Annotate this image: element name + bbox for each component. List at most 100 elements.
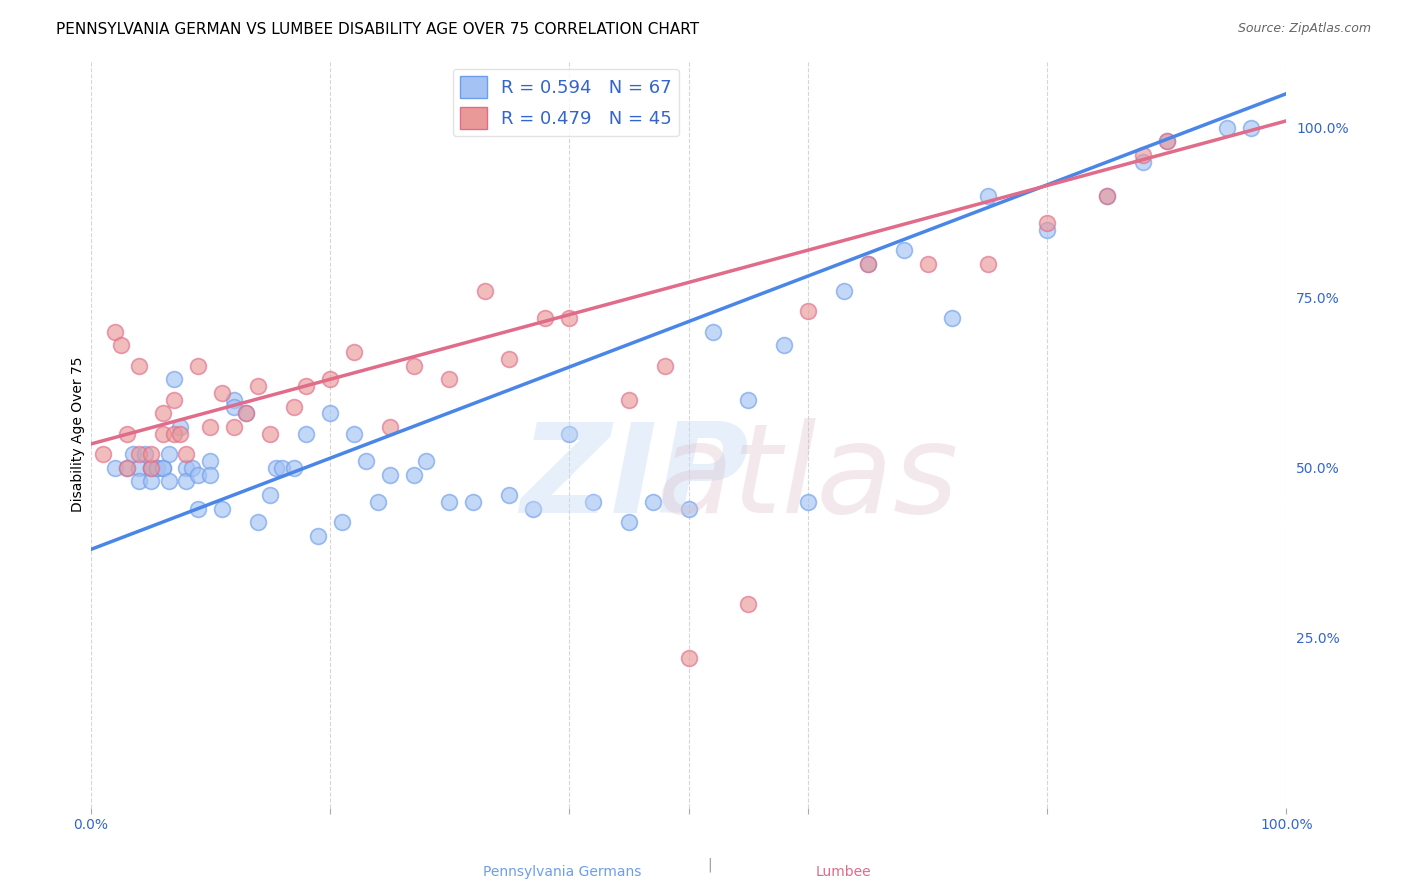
Point	[1156, 134, 1178, 148]
Point	[319, 372, 342, 386]
Point	[224, 420, 246, 434]
Point	[343, 426, 366, 441]
Point	[128, 460, 150, 475]
Point	[1215, 120, 1237, 135]
Point	[893, 243, 915, 257]
Point	[832, 284, 855, 298]
Point	[115, 460, 138, 475]
Point	[259, 488, 281, 502]
Point	[181, 460, 204, 475]
Legend: R = 0.594   N = 67, R = 0.479   N = 45: R = 0.594 N = 67, R = 0.479 N = 45	[453, 69, 679, 136]
Point	[617, 515, 640, 529]
Point	[283, 460, 305, 475]
Point	[176, 475, 198, 489]
Point	[558, 311, 581, 326]
Point	[152, 460, 174, 475]
Point	[152, 406, 174, 420]
Point	[110, 338, 132, 352]
Point	[104, 325, 127, 339]
Point	[343, 345, 366, 359]
Point	[139, 460, 162, 475]
Point	[378, 467, 401, 482]
Point	[139, 475, 162, 489]
Text: |: |	[707, 858, 713, 872]
Point	[797, 495, 820, 509]
Point	[617, 392, 640, 407]
Point	[264, 460, 287, 475]
Point	[641, 495, 664, 509]
Point	[1095, 188, 1118, 202]
Point	[152, 460, 174, 475]
Point	[1036, 222, 1059, 236]
Point	[295, 426, 318, 441]
Point	[856, 257, 879, 271]
Point	[976, 257, 998, 271]
Point	[139, 447, 162, 461]
Point	[139, 460, 162, 475]
Point	[200, 467, 222, 482]
Point	[211, 501, 233, 516]
Point	[773, 338, 796, 352]
Point	[654, 359, 676, 373]
Point	[235, 406, 257, 420]
Point	[522, 501, 544, 516]
Point	[145, 460, 167, 475]
Point	[1036, 216, 1059, 230]
Point	[224, 392, 246, 407]
Point	[157, 447, 180, 461]
Point	[295, 379, 318, 393]
Text: PENNSYLVANIA GERMAN VS LUMBEE DISABILITY AGE OVER 75 CORRELATION CHART: PENNSYLVANIA GERMAN VS LUMBEE DISABILITY…	[56, 22, 699, 37]
Point	[941, 311, 963, 326]
Point	[91, 447, 114, 461]
Point	[259, 426, 281, 441]
Point	[463, 495, 485, 509]
Point	[235, 406, 257, 420]
Point	[163, 392, 186, 407]
Point	[402, 359, 425, 373]
Point	[534, 311, 557, 326]
Point	[558, 426, 581, 441]
Point	[134, 447, 156, 461]
Point	[498, 488, 520, 502]
Point	[307, 529, 329, 543]
Text: atlas: atlas	[657, 418, 959, 539]
Point	[187, 467, 209, 482]
Point	[115, 460, 138, 475]
Point	[737, 597, 759, 611]
Text: ZIP: ZIP	[520, 418, 749, 539]
Point	[169, 420, 191, 434]
Point	[115, 426, 138, 441]
Point	[247, 515, 270, 529]
Point	[439, 372, 461, 386]
Point	[169, 426, 191, 441]
Point	[121, 447, 143, 461]
Point	[283, 400, 305, 414]
Point	[856, 257, 879, 271]
Point	[157, 475, 180, 489]
Point	[224, 400, 246, 414]
Point	[211, 386, 233, 401]
Point	[163, 426, 186, 441]
Point	[139, 460, 162, 475]
Point	[145, 460, 167, 475]
Point	[976, 188, 998, 202]
Point	[1239, 120, 1261, 135]
Point	[128, 359, 150, 373]
Point	[797, 304, 820, 318]
Point	[200, 420, 222, 434]
Y-axis label: Disability Age Over 75: Disability Age Over 75	[72, 356, 86, 511]
Point	[104, 460, 127, 475]
Point	[415, 454, 437, 468]
Point	[498, 351, 520, 366]
Point	[200, 454, 222, 468]
Point	[128, 475, 150, 489]
Point	[737, 392, 759, 407]
Point	[271, 460, 294, 475]
Point	[330, 515, 353, 529]
Point	[367, 495, 389, 509]
Point	[128, 447, 150, 461]
Point	[176, 447, 198, 461]
Point	[678, 501, 700, 516]
Point	[1132, 154, 1154, 169]
Point	[402, 467, 425, 482]
